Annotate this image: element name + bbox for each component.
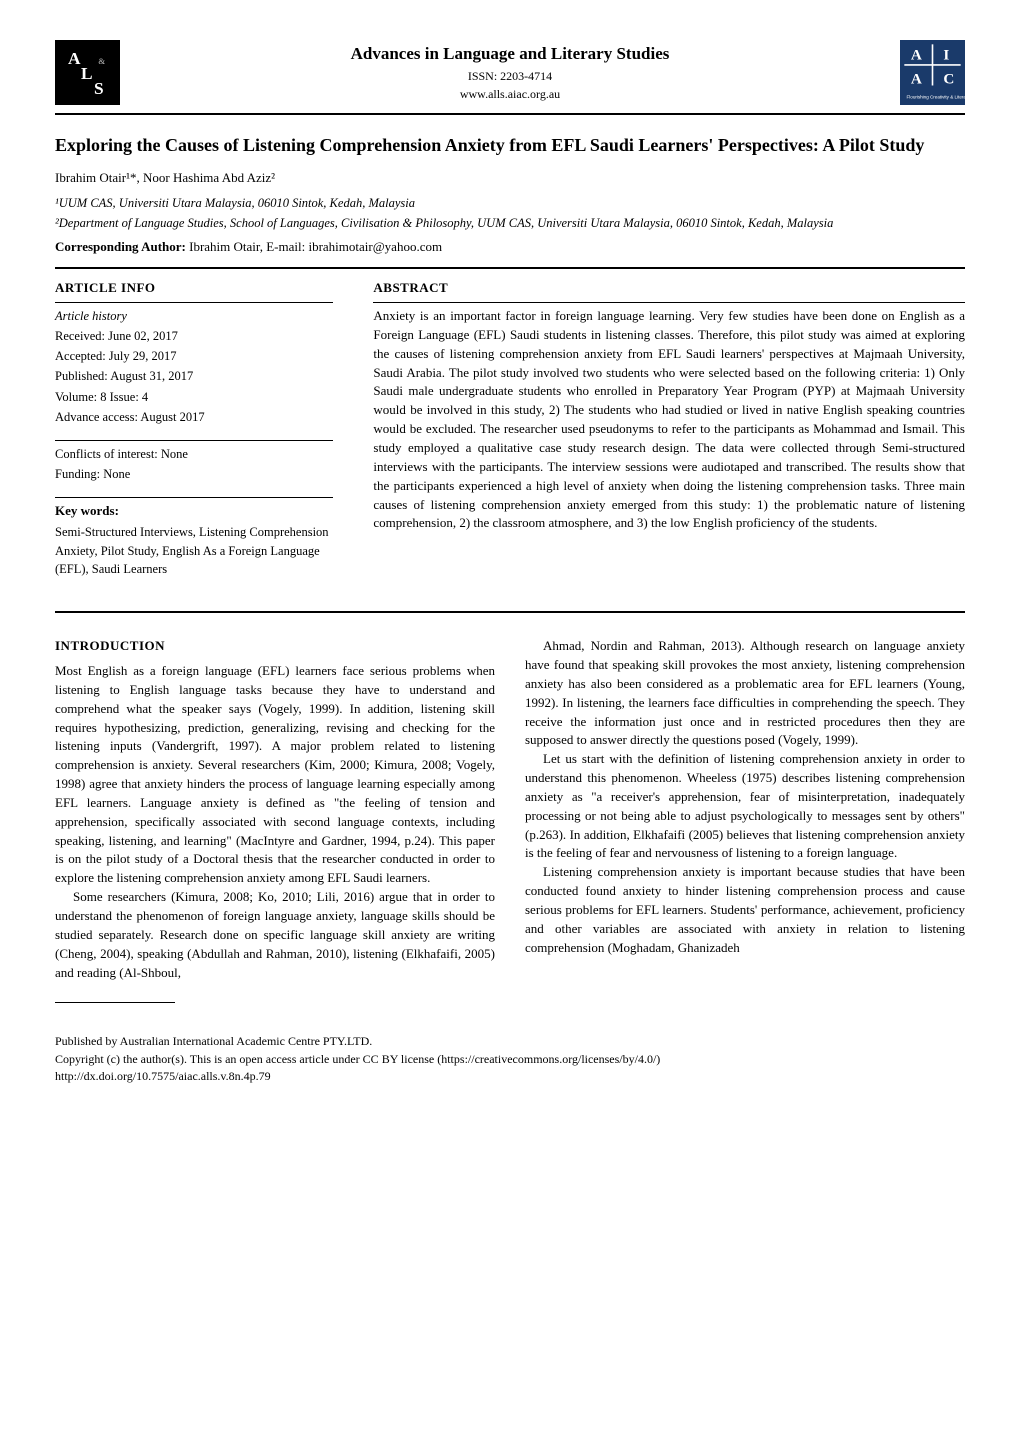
- svg-text:A: A: [911, 47, 922, 64]
- article-history-head: Article history: [55, 307, 333, 325]
- affiliation-2: ²Department of Language Studies, School …: [55, 214, 965, 232]
- footer-publisher: Published by Australian International Ac…: [55, 1033, 965, 1050]
- footer-short-rule: [55, 1002, 175, 1003]
- abstract-rule: [373, 302, 965, 303]
- abstract-body: Anxiety is an important factor in foreig…: [373, 307, 965, 533]
- svg-text:I: I: [943, 47, 949, 64]
- svg-text:&: &: [98, 56, 105, 66]
- funding-line: Funding: None: [55, 465, 333, 483]
- journal-meta: Advances in Language and Literary Studie…: [120, 42, 900, 103]
- article-history-block: Article history Received: June 02, 2017 …: [55, 307, 333, 426]
- svg-text:A: A: [911, 70, 922, 87]
- svg-text:S: S: [94, 79, 104, 98]
- keywords-body: Semi-Structured Interviews, Listening Co…: [55, 523, 333, 579]
- keywords-block: Key words: Semi-Structured Interviews, L…: [55, 502, 333, 579]
- info-abstract-row: ARTICLE INFO Article history Received: J…: [55, 279, 965, 593]
- advance-line: Advance access: August 2017: [55, 408, 333, 426]
- affiliation-1: ¹UUM CAS, Universiti Utara Malaysia, 060…: [55, 194, 965, 212]
- abstract-bottom-rule: [55, 611, 965, 613]
- journal-issn: ISSN: 2203-4714: [120, 68, 900, 85]
- abstract-head: ABSTRACT: [373, 279, 965, 298]
- svg-text:L: L: [81, 64, 93, 83]
- info-rule-3: [55, 497, 333, 498]
- svg-text:A: A: [68, 49, 81, 68]
- info-rule-1: [55, 302, 333, 303]
- header-rule: [55, 113, 965, 115]
- authors: Ibrahim Otair¹*, Noor Hashima Abd Aziz²: [55, 169, 965, 188]
- body-paragraph-2: Some researchers (Kimura, 2008; Ko, 2010…: [55, 888, 495, 982]
- corresponding-label: Corresponding Author:: [55, 239, 186, 254]
- volume-line: Volume: 8 Issue: 4: [55, 388, 333, 406]
- journal-title: Advances in Language and Literary Studie…: [120, 42, 900, 67]
- article-title: Exploring the Causes of Listening Compre…: [55, 133, 965, 157]
- keywords-head: Key words:: [55, 502, 333, 521]
- corresponding-value: Ibrahim Otair, E-mail: ibrahimotair@yaho…: [189, 239, 442, 254]
- footer-copyright: Copyright (c) the author(s). This is an …: [55, 1051, 965, 1068]
- accepted-line: Accepted: July 29, 2017: [55, 347, 333, 365]
- logo-left-icon: A L S &: [55, 40, 120, 105]
- title-rule: [55, 267, 965, 269]
- svg-text:Flourishing Creativity & Liter: Flourishing Creativity & Literacy: [907, 95, 966, 100]
- svg-text:C: C: [943, 70, 954, 87]
- received-line: Received: June 02, 2017: [55, 327, 333, 345]
- body-paragraph-1: Most English as a foreign language (EFL)…: [55, 662, 495, 888]
- footer-doi: http://dx.doi.org/10.7575/aiac.alls.v.8n…: [55, 1068, 965, 1085]
- info-rule-2: [55, 440, 333, 441]
- body-columns: INTRODUCTION Most English as a foreign l…: [55, 637, 965, 982]
- logo-right-icon: A I A C Flourishing Creativity & Literac…: [900, 40, 965, 105]
- article-info-head: ARTICLE INFO: [55, 279, 333, 298]
- introduction-head: INTRODUCTION: [55, 637, 495, 656]
- journal-url: www.alls.aiac.org.au: [120, 86, 900, 103]
- article-info-column: ARTICLE INFO Article history Received: J…: [55, 279, 333, 593]
- body-paragraph-4: Let us start with the definition of list…: [525, 750, 965, 863]
- journal-header: A L S & Advances in Language and Literar…: [55, 40, 965, 105]
- corresponding-author: Corresponding Author: Ibrahim Otair, E-m…: [55, 238, 965, 257]
- footer: Published by Australian International Ac…: [55, 1033, 965, 1085]
- conflicts-line: Conflicts of interest: None: [55, 445, 333, 463]
- body-paragraph-3: Ahmad, Nordin and Rahman, 2013). Althoug…: [525, 637, 965, 750]
- abstract-column: ABSTRACT Anxiety is an important factor …: [373, 279, 965, 593]
- conflicts-block: Conflicts of interest: None Funding: Non…: [55, 445, 333, 483]
- published-line: Published: August 31, 2017: [55, 367, 333, 385]
- body-paragraph-5: Listening comprehension anxiety is impor…: [525, 863, 965, 957]
